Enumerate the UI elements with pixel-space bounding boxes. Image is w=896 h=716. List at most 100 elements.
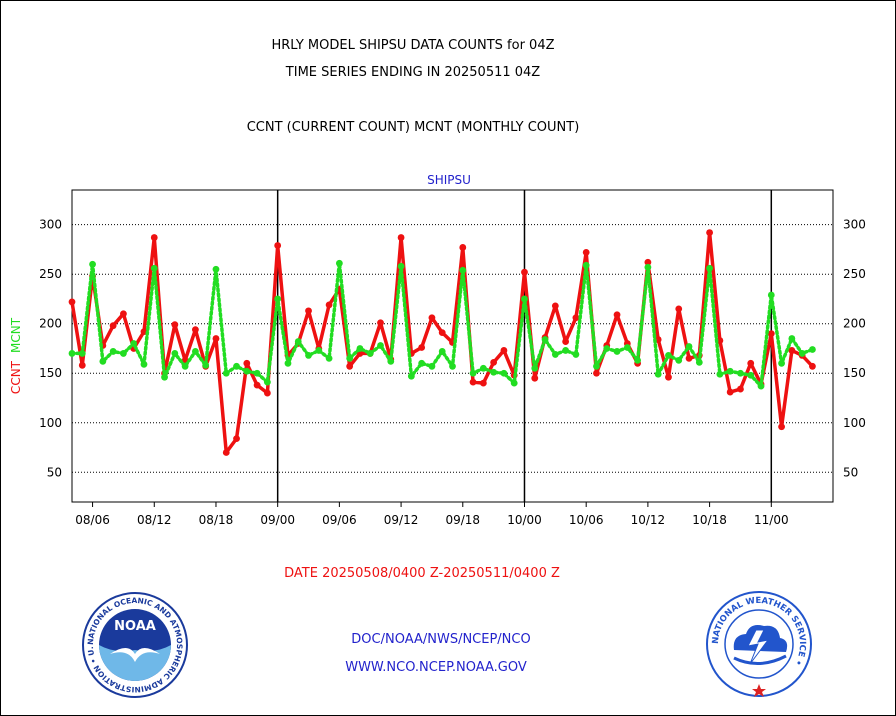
data-point-mcnt <box>202 361 210 369</box>
y-tick-label-left: 50 <box>47 465 62 479</box>
data-point-mcnt <box>572 351 580 358</box>
nco-website-link[interactable]: WWW.NCO.NCEP.NOAA.GOV <box>345 660 527 675</box>
data-point-mcnt <box>418 359 426 367</box>
data-point-ccnt <box>644 258 652 266</box>
data-point-mcnt <box>428 362 436 370</box>
data-point-ccnt <box>438 329 446 337</box>
data-point-mcnt <box>161 373 168 381</box>
legend-description: CCNT (CURRENT COUNT) MCNT (MONTHLY COUNT… <box>246 120 580 135</box>
data-point-ccnt <box>675 305 683 313</box>
data-point-mcnt <box>325 354 333 362</box>
data-point-mcnt <box>562 347 570 354</box>
data-point-mcnt <box>767 291 775 299</box>
data-point-mcnt <box>510 379 518 387</box>
data-point-mcnt <box>479 364 487 372</box>
data-point-mcnt <box>181 362 189 370</box>
data-point-ccnt <box>809 362 816 370</box>
x-tick-label: 10/18 <box>692 513 727 527</box>
y-tick-label-left: 200 <box>39 317 62 331</box>
x-tick-label: 09/12 <box>384 513 419 527</box>
x-tick-label: 09/18 <box>445 513 480 527</box>
data-point-ccnt <box>531 374 539 382</box>
data-point-ccnt <box>192 326 199 334</box>
panel-title: SHIPSU <box>427 173 471 187</box>
data-point-mcnt <box>377 342 384 349</box>
x-tick-label: 10/06 <box>569 513 604 527</box>
data-point-mcnt <box>726 367 734 375</box>
data-point-ccnt <box>500 347 508 354</box>
data-point-ccnt <box>109 322 117 330</box>
data-point-ccnt <box>346 362 354 370</box>
nco-link[interactable]: DOC/NOAA/NWS/NCEP/NCO <box>351 632 531 647</box>
data-point-ccnt <box>685 354 693 362</box>
data-point-ccnt <box>767 330 775 338</box>
data-point-ccnt <box>726 388 734 396</box>
data-point-ccnt <box>325 301 333 309</box>
data-point-mcnt <box>582 261 590 269</box>
data-point-mcnt <box>490 368 498 376</box>
data-point-mcnt <box>294 338 302 345</box>
data-point-mcnt <box>644 263 652 271</box>
data-point-mcnt <box>593 362 600 370</box>
series-ccnt <box>68 229 816 456</box>
data-point-mcnt <box>665 352 672 359</box>
y-tick-label-left: 250 <box>39 267 62 281</box>
data-point-ccnt <box>582 249 590 256</box>
data-point-mcnt <box>500 369 508 377</box>
data-point-ccnt <box>551 302 559 310</box>
data-point-mcnt <box>449 362 456 370</box>
x-tick-label: 10/12 <box>631 513 666 527</box>
y-tick-label-right: 150 <box>843 366 866 380</box>
data-point-mcnt <box>778 359 785 367</box>
data-point-ccnt <box>263 389 271 397</box>
y-axis-label: CCNT MCNT <box>9 317 23 394</box>
data-point-mcnt <box>438 348 446 355</box>
data-point-mcnt <box>706 264 713 272</box>
data-point-ccnt <box>572 314 580 322</box>
data-point-mcnt <box>305 352 312 359</box>
data-point-mcnt <box>99 357 107 365</box>
data-point-mcnt <box>809 346 816 353</box>
data-point-mcnt <box>459 266 467 274</box>
date-range-label: DATE 20250508/0400 Z-20250511/0400 Z <box>284 566 560 581</box>
data-point-ccnt <box>274 242 282 249</box>
x-tick-label: 11/00 <box>754 513 789 527</box>
data-point-ccnt <box>521 268 528 276</box>
plot-border <box>71 189 834 503</box>
grid-layer <box>72 224 833 473</box>
y-tick-label-left: 300 <box>39 218 62 232</box>
data-point-ccnt <box>778 423 785 431</box>
nws-logo-icon: NATIONAL WEATHER SERVICE • <box>706 591 812 697</box>
data-point-mcnt <box>716 370 724 378</box>
x-tick-label: 08/06 <box>75 513 110 527</box>
data-point-mcnt <box>233 362 240 370</box>
data-point-ccnt <box>665 373 672 381</box>
data-point-mcnt <box>150 264 158 272</box>
data-point-ccnt <box>305 307 312 315</box>
data-point-mcnt <box>171 350 179 357</box>
data-point-mcnt <box>140 360 148 368</box>
data-point-ccnt <box>233 435 240 443</box>
data-point-mcnt <box>685 343 693 350</box>
data-point-ccnt <box>418 344 426 351</box>
x-tick-label: 08/18 <box>199 513 234 527</box>
data-point-ccnt <box>377 319 384 327</box>
data-point-ccnt <box>120 310 127 318</box>
data-point-mcnt <box>623 344 631 351</box>
data-point-mcnt <box>335 259 343 267</box>
data-point-mcnt <box>407 372 415 380</box>
data-point-ccnt <box>150 234 158 241</box>
chart-title-line2: TIME SERIES ENDING IN 20250511 04Z <box>285 65 541 80</box>
data-point-ccnt <box>243 359 251 367</box>
data-point-mcnt <box>397 262 405 270</box>
data-point-mcnt <box>284 359 292 367</box>
y-tick-label-right: 50 <box>843 465 858 479</box>
axis-layer: 50 50 100 100 150 150 200 200 250 250 300 300 08/06 0… <box>39 189 866 527</box>
y-axis-label-ccnt: CCNT <box>9 360 23 394</box>
data-point-mcnt <box>192 348 199 355</box>
data-point-mcnt <box>675 356 683 364</box>
data-point-ccnt <box>171 321 179 329</box>
data-point-mcnt <box>222 369 230 377</box>
data-point-ccnt <box>68 298 76 306</box>
